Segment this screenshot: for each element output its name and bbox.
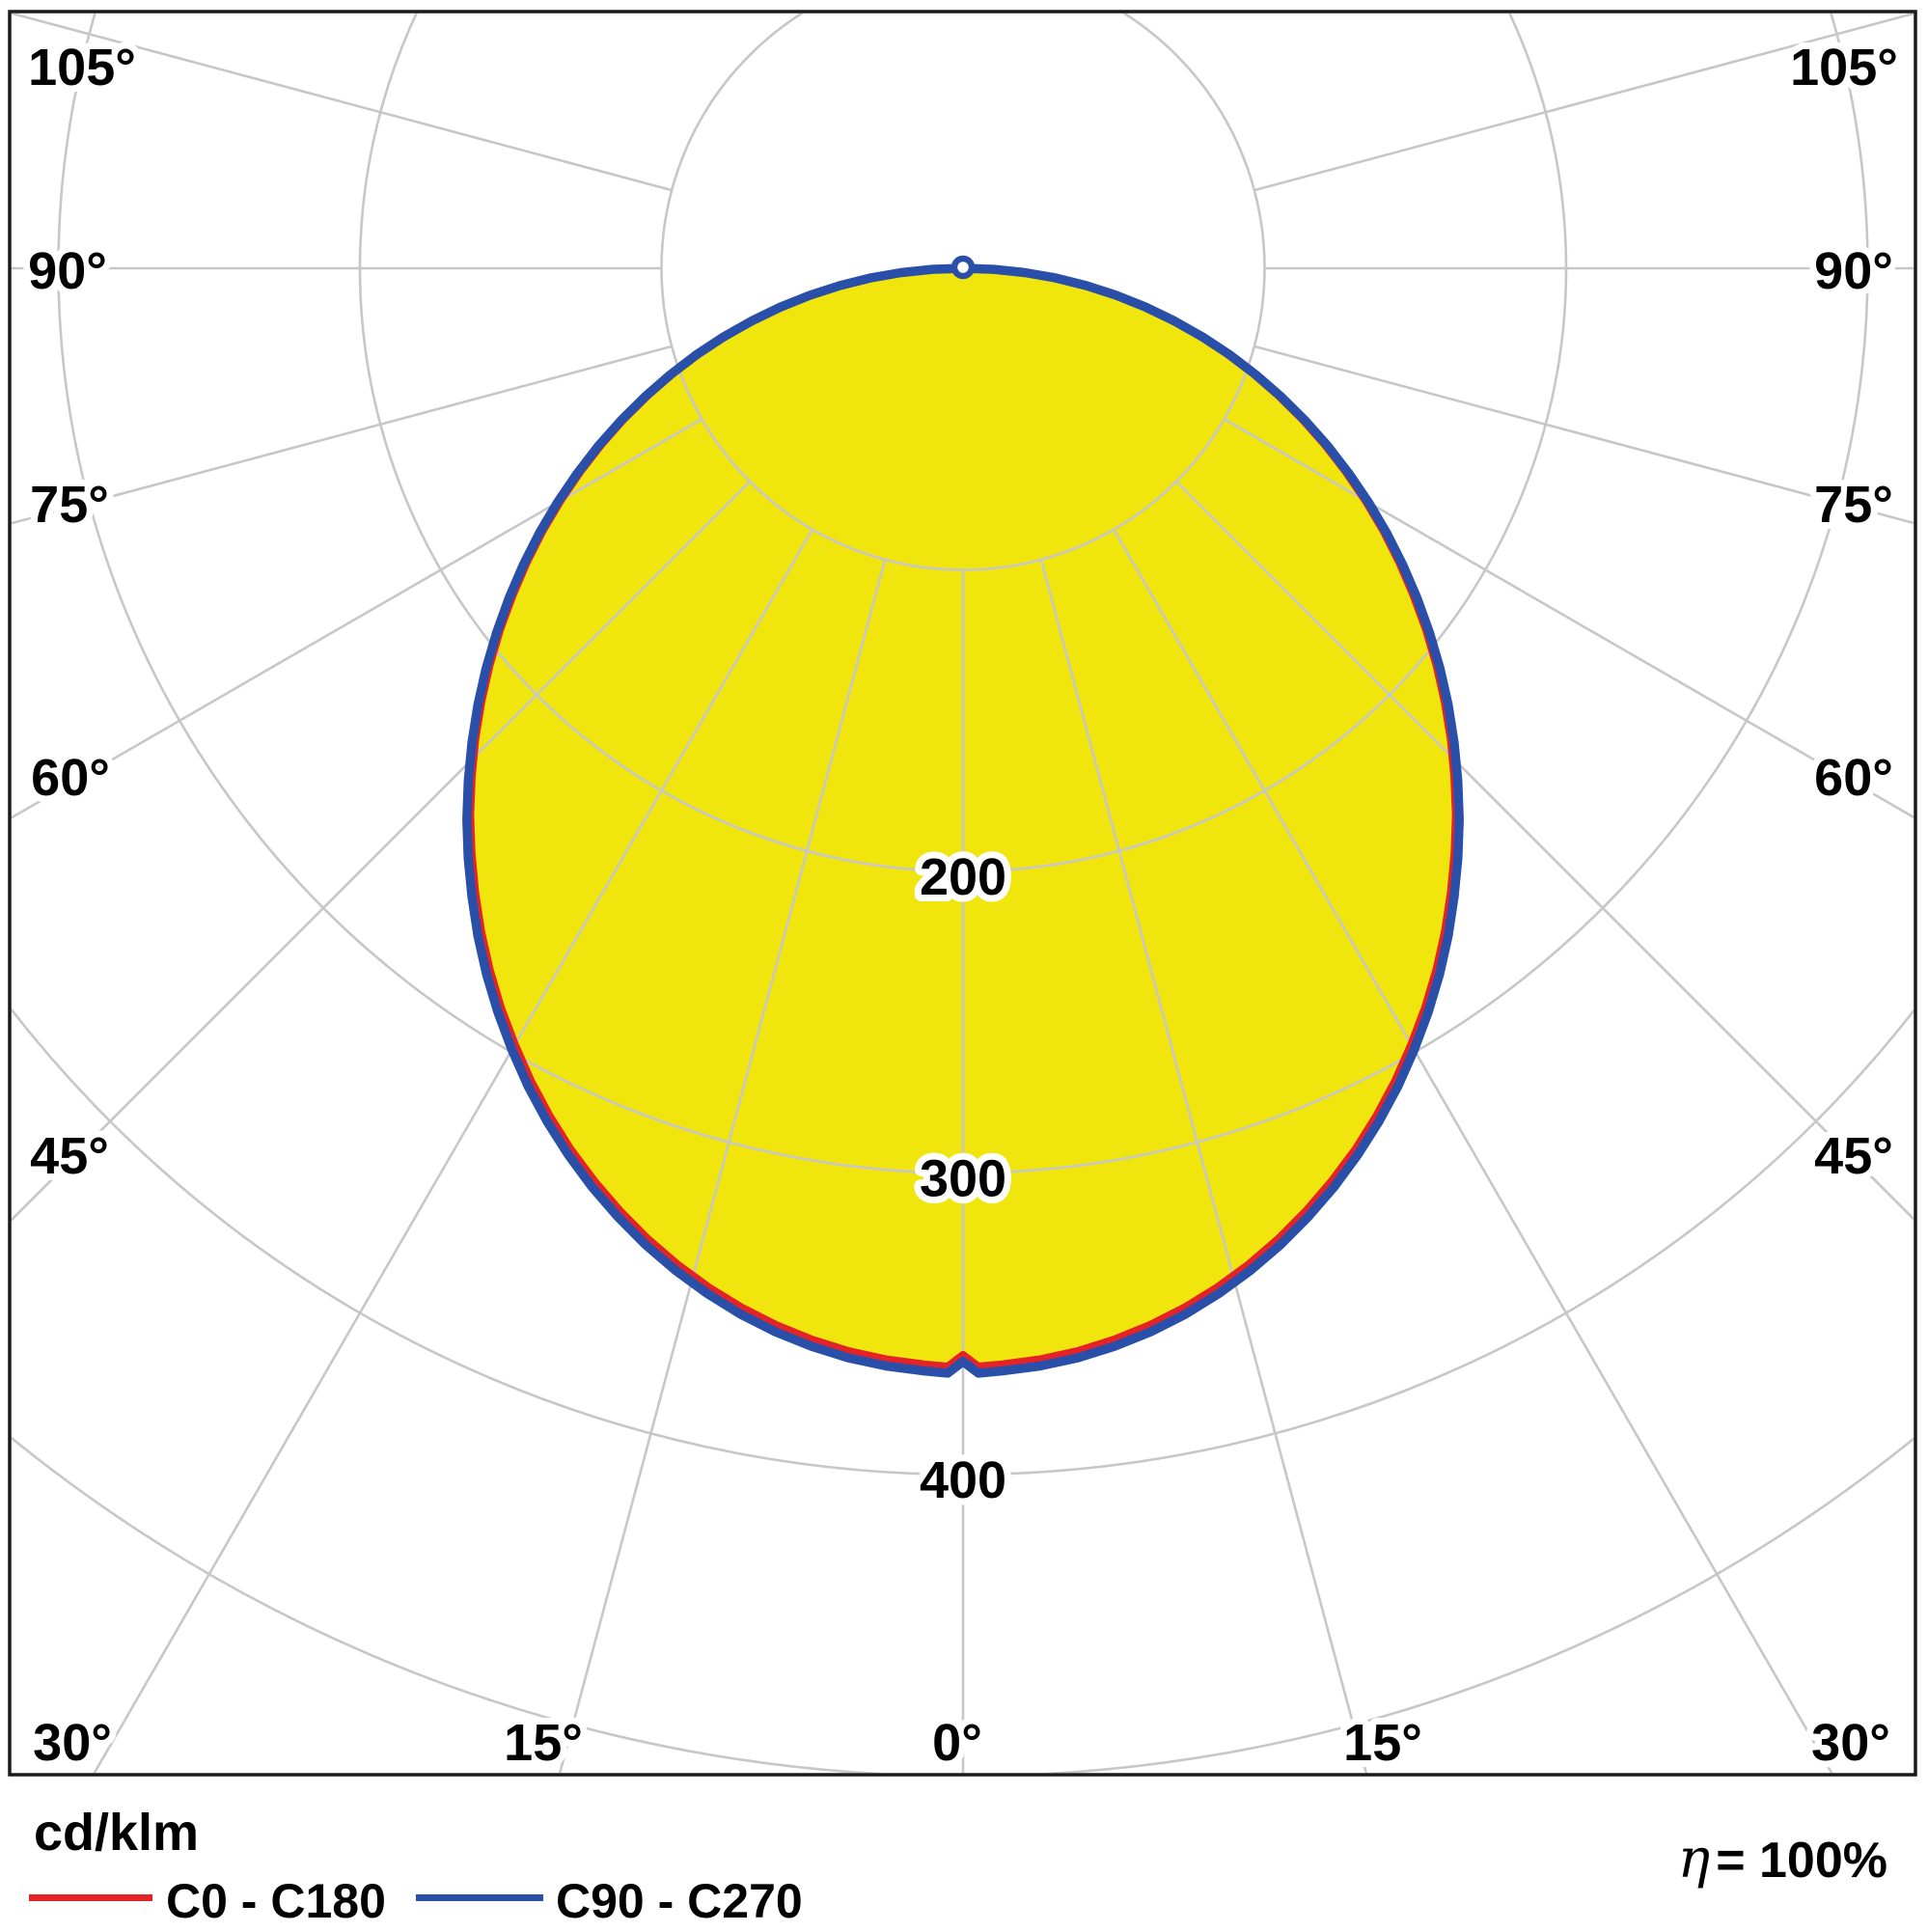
grid-ray-75-right	[1253, 345, 1914, 525]
angle-label-left-105: 105°	[28, 39, 136, 97]
ring-label-400: 400	[920, 1451, 1006, 1509]
efficiency-label: η = 100%	[1678, 1828, 1887, 1891]
unit-label: cd/klm	[34, 1804, 200, 1862]
angle-label-left-90: 90°	[28, 242, 107, 300]
angle-label-right-60: 60°	[1814, 749, 1893, 807]
angle-label-bottom-0: 0°	[932, 1714, 982, 1772]
angle-label-bottom-15: 15°	[1343, 1714, 1422, 1772]
angle-label-right-90: 90°	[1814, 242, 1893, 300]
angle-label-left-60: 60°	[31, 749, 110, 807]
angle-label-bottom-30: 30°	[33, 1714, 112, 1772]
angle-label-right-45: 45°	[1814, 1127, 1893, 1185]
angle-label-bottom-30: 30°	[1811, 1714, 1890, 1772]
ring-label-200: 200	[920, 848, 1006, 906]
legend-line-c90-c270	[416, 1894, 543, 1901]
legend-line-c0-c180	[29, 1894, 152, 1901]
angle-label-left-45: 45°	[30, 1127, 109, 1185]
legend-label-c0-c180: C0 - C180	[166, 1874, 386, 1928]
grid-ray-15-left	[558, 559, 887, 1773]
eta-symbol: η	[1677, 1828, 1711, 1891]
efficiency-value: = 100%	[1716, 1833, 1887, 1889]
grid-ray-60-right	[1223, 418, 1914, 819]
ring-label-300: 300	[920, 1150, 1006, 1208]
grid-ray-30-right	[1113, 528, 1833, 1773]
angle-label-left-75: 75°	[30, 476, 109, 534]
plot-border	[8, 10, 1917, 1777]
origin-marker	[950, 255, 976, 280]
curve-c90-c270	[462, 263, 1464, 1378]
legend-label-c90-c270: C90 - C270	[556, 1874, 803, 1928]
angle-label-right-105: 105°	[1790, 39, 1898, 97]
grid-ray-45-right	[1175, 481, 1914, 1221]
grid-ray-60-left	[12, 418, 703, 819]
angle-label-bottom-15: 15°	[504, 1714, 583, 1772]
grid-ray-105-right	[1253, 14, 1914, 192]
grid-ray-75-left	[12, 345, 673, 525]
grid-ray-30-left	[93, 528, 813, 1773]
grid-ray-45-left	[12, 481, 751, 1222]
grid-ray-105-left	[12, 14, 673, 192]
grid-ray-15-right	[1039, 559, 1368, 1773]
angle-label-right-75: 75°	[1814, 476, 1893, 534]
